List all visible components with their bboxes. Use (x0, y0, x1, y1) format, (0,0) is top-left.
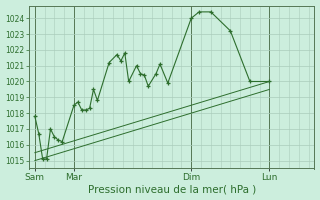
X-axis label: Pression niveau de la mer( hPa ): Pression niveau de la mer( hPa ) (88, 184, 256, 194)
